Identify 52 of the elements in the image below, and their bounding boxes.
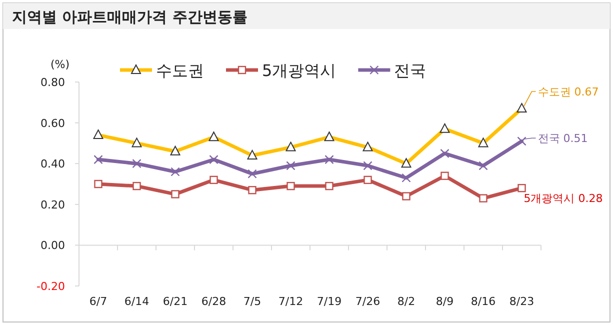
annotation: 전국 0.51	[538, 132, 588, 146]
legend-label: 5개광역시	[262, 61, 336, 80]
annotation: 수도권 0.67	[538, 86, 599, 99]
y-axis-title: (%)	[50, 58, 70, 71]
point	[440, 148, 450, 158]
chart-title: 지역별 아파트매매가격 주간변동률	[12, 8, 248, 26]
y-tick-label: 0.60	[40, 116, 65, 130]
x-tick-label: 8/16	[470, 295, 496, 308]
point	[364, 176, 372, 184]
point	[324, 154, 334, 164]
legend-item: 5개광역시	[226, 61, 336, 80]
point	[440, 172, 449, 180]
x-tick-label: 7/5	[243, 295, 262, 308]
point	[478, 161, 488, 170]
x-tick-label: 8/2	[397, 295, 416, 308]
point	[248, 186, 256, 194]
x-tick-label: 7/26	[355, 295, 380, 308]
point	[209, 154, 218, 164]
point	[132, 159, 142, 168]
legend-label: 수도권	[156, 61, 204, 80]
x-tick-label: 6/7	[89, 295, 108, 308]
x-tick-label: 7/12	[278, 295, 304, 308]
legend-label: 전국	[394, 61, 426, 80]
legend-item: 수도권	[120, 61, 204, 80]
x-tick-label: 6/14	[124, 295, 150, 308]
point	[132, 182, 141, 190]
x-tick-label: 7/19	[316, 295, 342, 308]
legend-item: 전국	[358, 61, 426, 80]
annotation: 5개광역시 0.28	[524, 192, 603, 206]
point	[363, 161, 372, 170]
point	[94, 180, 102, 188]
y-tick-label: 0.20	[40, 198, 65, 212]
point	[248, 169, 257, 178]
y-tick-label: 0.80	[40, 76, 65, 89]
point	[210, 176, 218, 184]
point	[94, 154, 103, 164]
x-tick-label: 8/23	[509, 295, 534, 308]
x-tick-label: 6/21	[162, 295, 188, 308]
point	[479, 194, 488, 202]
y-tick-label: -0.20	[36, 280, 65, 293]
point	[170, 167, 180, 176]
point	[325, 182, 334, 190]
y-tick-label: 0.00	[40, 239, 65, 252]
point	[286, 161, 296, 170]
point	[518, 184, 526, 192]
x-tick-label: 8/9	[436, 295, 454, 308]
point	[402, 192, 410, 200]
point	[286, 182, 295, 190]
y-tick-label: 0.40	[40, 158, 65, 171]
x-tick-label: 6/28	[201, 295, 226, 308]
point	[402, 173, 411, 182]
point	[171, 190, 180, 198]
